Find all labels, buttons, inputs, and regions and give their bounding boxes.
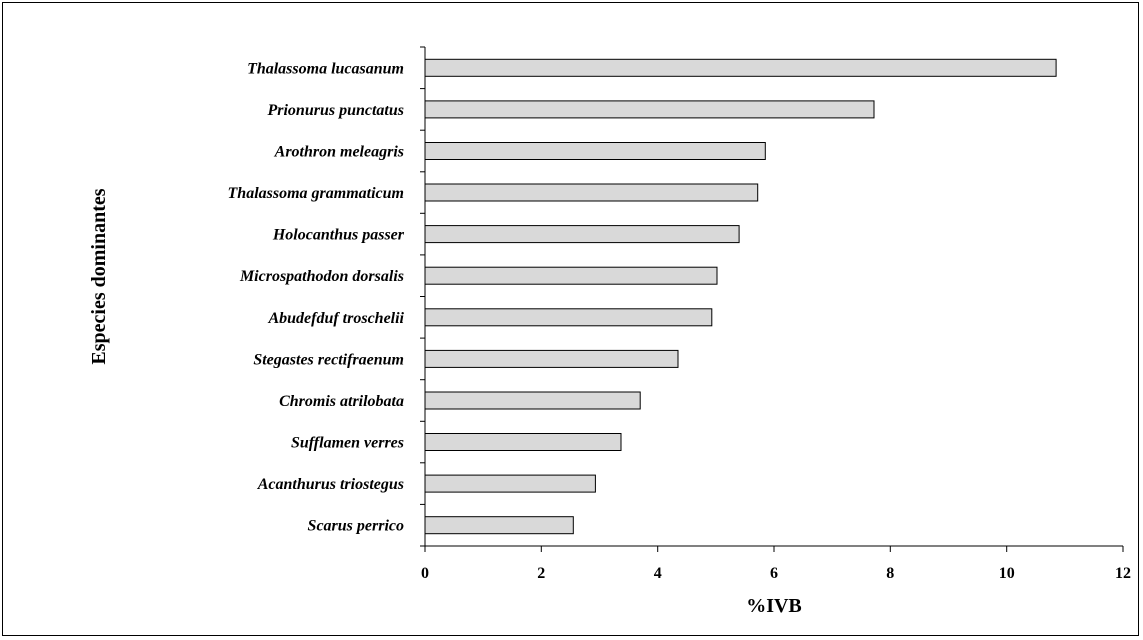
y-ticks-group (420, 46, 425, 547)
bar-2 (424, 100, 875, 119)
bar-9 (424, 391, 641, 410)
x-tick-label: 0 (421, 565, 429, 582)
x-tick-label: 6 (770, 565, 778, 582)
bar-12 (424, 516, 574, 535)
category-label: Thalassoma lucasanum (247, 60, 404, 77)
category-label: Microspathodon dorsalis (239, 268, 404, 285)
bar-7 (424, 308, 713, 327)
x-tick-label: 12 (1115, 565, 1131, 582)
bar-11 (424, 474, 596, 493)
category-label: Prionurus punctatus (266, 102, 404, 119)
category-label: Arothron meleagris (274, 144, 404, 161)
x-tick-label: 4 (654, 565, 662, 582)
category-label: Sufflamen verres (291, 435, 404, 452)
category-label: Scarus perrico (308, 518, 404, 535)
x-tick-label: 8 (886, 565, 894, 582)
axes-group (424, 47, 1123, 547)
category-labels-group: Thalassoma lucasanum Prionurus punctatus A… (228, 60, 405, 534)
x-axis-title: %IVB (746, 595, 802, 617)
bar-1 (424, 58, 1057, 77)
x-ticks-group: 0 2 4 6 8 10 12 (421, 546, 1131, 582)
bar-6 (424, 266, 718, 285)
category-label: Holocanthus passer (272, 227, 405, 244)
category-label: Chromis atrilobata (279, 393, 404, 410)
bar-3 (424, 142, 766, 160)
category-label: Abudefduf troschelii (267, 310, 404, 327)
bar-4 (424, 183, 759, 202)
bar-5 (424, 225, 740, 244)
bars-group (424, 58, 1057, 535)
bar-8 (424, 349, 679, 368)
category-label: Stegastes rectifraenum (253, 351, 404, 368)
category-label: Thalassoma grammaticum (228, 185, 404, 202)
y-axis-title: Especies dominantes (88, 188, 110, 364)
x-tick-label: 2 (537, 565, 545, 582)
bar-10 (424, 433, 622, 451)
category-label: Acanthurus triostegus (257, 476, 404, 493)
x-tick-label: 10 (999, 565, 1015, 582)
